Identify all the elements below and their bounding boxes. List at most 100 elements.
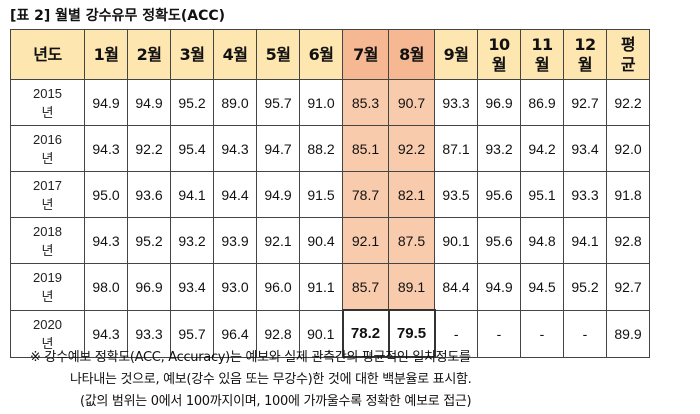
value-cell-august: 89.1	[388, 263, 435, 311]
header-month-8: 8월	[388, 29, 435, 80]
value-cell: 94.1	[563, 217, 607, 264]
value-cell: 94.9	[127, 79, 171, 126]
value-cell-july: 85.7	[342, 263, 389, 311]
value-cell: 95.7	[256, 79, 300, 126]
value-cell: 93.5	[434, 171, 478, 218]
footnote-line-3: (값의 범위는 0에서 100까지이며, 100에 가까울수록 정확한 예보로 …	[80, 394, 472, 409]
value-cell: 95.6	[477, 171, 521, 218]
value-cell: 91.0	[299, 79, 343, 126]
value-cell: 93.9	[213, 217, 257, 264]
value-cell: 94.3	[84, 217, 128, 264]
value-cell: 92.8	[256, 309, 300, 358]
value-cell: 91.5	[299, 171, 343, 218]
value-cell: 93.0	[213, 263, 257, 311]
value-cell-july: 78.7	[342, 171, 389, 218]
header-month-12: 12 월	[563, 29, 607, 80]
value-cell: 90.1	[299, 309, 343, 358]
value-cell: 94.1	[170, 171, 214, 218]
value-cell: 94.2	[520, 125, 564, 172]
value-cell: 91.1	[299, 263, 343, 311]
value-cell: 90.1	[434, 217, 478, 264]
average-cell: 91.8	[606, 171, 650, 218]
value-cell-july: 92.1	[342, 217, 389, 264]
value-cell: -	[434, 309, 478, 358]
table-row: 2016 년 94.3 92.2 95.4 94.3 94.7 88.2 85.1…	[10, 125, 650, 172]
value-cell: 96.9	[127, 263, 171, 311]
header-month-4: 4월	[213, 29, 257, 80]
value-cell: 93.4	[170, 263, 214, 311]
header-month-9: 9월	[434, 29, 478, 80]
table-row: 2020 년 94.3 93.3 95.7 96.4 92.8 90.1 78.2…	[10, 309, 650, 358]
header-month-11: 11 월	[520, 29, 564, 80]
value-cell: 94.9	[84, 79, 128, 126]
header-month-1: 1월	[84, 29, 128, 80]
footnote-line-1: ※ 강수예보 정확도(ACC, Accuracy)는 예보와 실제 관측간의 평…	[30, 350, 471, 365]
average-cell: 89.9	[606, 309, 650, 358]
header-month-10: 10 월	[477, 29, 521, 80]
year-cell: 2018 년	[10, 217, 85, 264]
header-row: 년도 1월 2월 3월 4월 5월 6월 7월 8월 9월 10 월 11 월 12…	[10, 29, 650, 80]
value-cell-july: 85.1	[342, 125, 389, 172]
value-cell: 95.6	[477, 217, 521, 264]
table-row: 2017 년 95.0 93.6 94.1 94.4 94.9 91.5 78.7…	[10, 171, 650, 218]
header-year: 년도	[10, 29, 85, 80]
value-cell: 95.0	[84, 171, 128, 218]
value-cell: 96.0	[256, 263, 300, 311]
value-cell: 89.0	[213, 79, 257, 126]
average-cell: 92.7	[606, 263, 650, 311]
value-cell: 94.8	[520, 217, 564, 264]
value-cell: 98.0	[84, 263, 128, 311]
value-cell: 95.1	[520, 171, 564, 218]
value-cell: 93.3	[563, 171, 607, 218]
value-cell: 94.7	[256, 125, 300, 172]
value-cell-august: 79.5	[387, 309, 436, 358]
value-cell: 93.2	[477, 125, 521, 172]
value-cell: 92.2	[127, 125, 171, 172]
header-month-7: 7월	[342, 29, 389, 80]
value-cell: 96.4	[213, 309, 257, 358]
year-cell: 2017 년	[10, 171, 85, 218]
year-cell: 2016 년	[10, 125, 85, 172]
header-month-3: 3월	[170, 29, 214, 80]
table-row: 2018 년 94.3 95.2 93.2 93.9 92.1 90.4 92.1…	[10, 217, 650, 264]
table-caption: [표 2] 월별 강수유무 정확도(ACC)	[10, 8, 226, 24]
value-cell-august: 90.7	[388, 79, 435, 126]
value-cell: 95.2	[563, 263, 607, 311]
value-cell: 96.9	[477, 79, 521, 126]
value-cell: 87.1	[434, 125, 478, 172]
accuracy-table: 년도 1월 2월 3월 4월 5월 6월 7월 8월 9월 10 월 11 월 12…	[10, 29, 650, 358]
header-month-2: 2월	[127, 29, 171, 80]
value-cell-july: 85.3	[342, 79, 389, 126]
table-row: 2019 년 98.0 96.9 93.4 93.0 96.0 91.1 85.7…	[10, 263, 650, 311]
value-cell: 93.2	[170, 217, 214, 264]
value-cell: 95.4	[170, 125, 214, 172]
header-month-6: 6월	[299, 29, 343, 80]
value-cell: 94.5	[520, 263, 564, 311]
value-cell: 93.6	[127, 171, 171, 218]
average-cell: 92.0	[606, 125, 650, 172]
value-cell: -	[477, 309, 521, 358]
value-cell: 95.2	[127, 217, 171, 264]
value-cell: 94.3	[84, 309, 128, 358]
value-cell: 88.2	[299, 125, 343, 172]
value-cell: 94.3	[213, 125, 257, 172]
value-cell: -	[563, 309, 607, 358]
value-cell: 94.9	[256, 171, 300, 218]
value-cell: 93.4	[563, 125, 607, 172]
value-cell-august: 87.5	[388, 217, 435, 264]
average-cell: 92.2	[606, 79, 650, 126]
value-cell-july: 78.2	[341, 309, 390, 358]
value-cell: 94.3	[84, 125, 128, 172]
value-cell: 95.2	[170, 79, 214, 126]
value-cell: 94.4	[213, 171, 257, 218]
footnote-line-2: 나타내는 것으로, 예보(강수 있음 또는 무강수)한 것에 대한 백분율로 표…	[70, 372, 472, 387]
year-cell: 2020 년	[10, 309, 85, 358]
table-row: 2015 년 94.9 94.9 95.2 89.0 95.7 91.0 85.3…	[10, 79, 650, 126]
header-month-5: 5월	[256, 29, 300, 80]
value-cell: 86.9	[520, 79, 564, 126]
value-cell: -	[520, 309, 564, 358]
value-cell: 94.9	[477, 263, 521, 311]
value-cell: 92.7	[563, 79, 607, 126]
value-cell-august: 82.1	[388, 171, 435, 218]
